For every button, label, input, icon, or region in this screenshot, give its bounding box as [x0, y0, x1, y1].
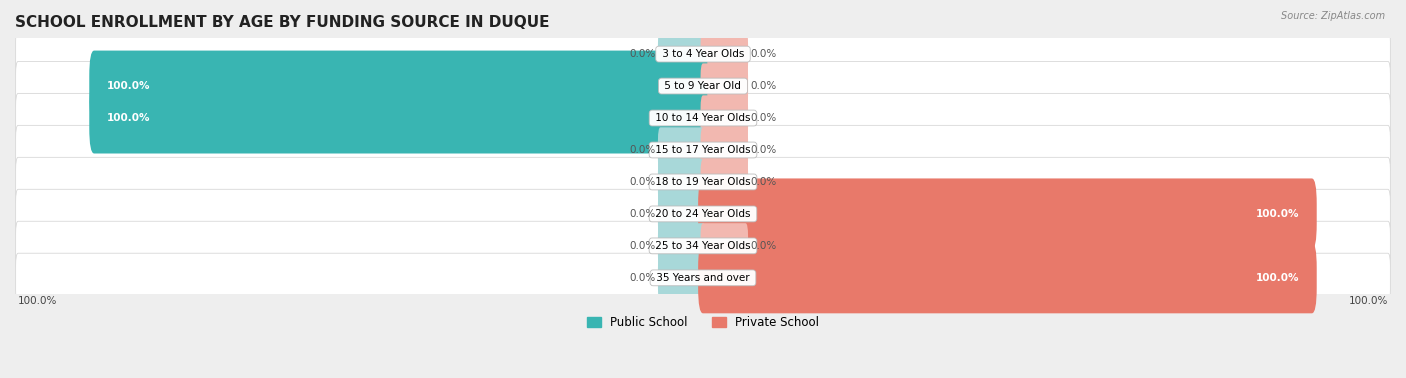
FancyBboxPatch shape — [699, 242, 1317, 313]
Text: 0.0%: 0.0% — [630, 241, 655, 251]
Text: 20 to 24 Year Olds: 20 to 24 Year Olds — [652, 209, 754, 219]
FancyBboxPatch shape — [700, 64, 748, 109]
Text: 25 to 34 Year Olds: 25 to 34 Year Olds — [652, 241, 754, 251]
Text: 0.0%: 0.0% — [630, 177, 655, 187]
FancyBboxPatch shape — [15, 93, 1391, 143]
Text: 0.0%: 0.0% — [751, 145, 776, 155]
FancyBboxPatch shape — [699, 178, 1317, 249]
Text: 0.0%: 0.0% — [751, 113, 776, 123]
Text: 18 to 19 Year Olds: 18 to 19 Year Olds — [652, 177, 754, 187]
Text: 0.0%: 0.0% — [751, 241, 776, 251]
Legend: Public School, Private School: Public School, Private School — [582, 311, 824, 334]
Text: 100.0%: 100.0% — [107, 81, 150, 91]
Text: 0.0%: 0.0% — [751, 81, 776, 91]
Text: 0.0%: 0.0% — [630, 145, 655, 155]
Text: Source: ZipAtlas.com: Source: ZipAtlas.com — [1281, 11, 1385, 21]
FancyBboxPatch shape — [89, 51, 707, 122]
Text: 100.0%: 100.0% — [1256, 209, 1299, 219]
FancyBboxPatch shape — [15, 253, 1391, 302]
Text: SCHOOL ENROLLMENT BY AGE BY FUNDING SOURCE IN DUQUE: SCHOOL ENROLLMENT BY AGE BY FUNDING SOUR… — [15, 15, 550, 30]
FancyBboxPatch shape — [15, 221, 1391, 271]
Text: 35 Years and over: 35 Years and over — [652, 273, 754, 283]
Text: 100.0%: 100.0% — [1348, 296, 1388, 307]
FancyBboxPatch shape — [15, 62, 1391, 111]
FancyBboxPatch shape — [700, 223, 748, 269]
Text: 100.0%: 100.0% — [107, 113, 150, 123]
FancyBboxPatch shape — [658, 31, 706, 77]
FancyBboxPatch shape — [658, 191, 706, 237]
FancyBboxPatch shape — [700, 31, 748, 77]
FancyBboxPatch shape — [89, 82, 707, 153]
Text: 3 to 4 Year Olds: 3 to 4 Year Olds — [658, 49, 748, 59]
Text: 10 to 14 Year Olds: 10 to 14 Year Olds — [652, 113, 754, 123]
Text: 0.0%: 0.0% — [751, 177, 776, 187]
Text: 0.0%: 0.0% — [630, 49, 655, 59]
FancyBboxPatch shape — [658, 127, 706, 173]
Text: 5 to 9 Year Old: 5 to 9 Year Old — [661, 81, 745, 91]
FancyBboxPatch shape — [15, 157, 1391, 206]
FancyBboxPatch shape — [658, 255, 706, 301]
FancyBboxPatch shape — [15, 125, 1391, 175]
Text: 100.0%: 100.0% — [18, 296, 58, 307]
FancyBboxPatch shape — [700, 159, 748, 204]
FancyBboxPatch shape — [700, 127, 748, 173]
FancyBboxPatch shape — [15, 29, 1391, 79]
Text: 100.0%: 100.0% — [1256, 273, 1299, 283]
FancyBboxPatch shape — [15, 189, 1391, 239]
Text: 15 to 17 Year Olds: 15 to 17 Year Olds — [652, 145, 754, 155]
Text: 0.0%: 0.0% — [630, 273, 655, 283]
Text: 0.0%: 0.0% — [751, 49, 776, 59]
Text: 0.0%: 0.0% — [630, 209, 655, 219]
FancyBboxPatch shape — [658, 223, 706, 269]
FancyBboxPatch shape — [700, 95, 748, 141]
FancyBboxPatch shape — [658, 159, 706, 204]
